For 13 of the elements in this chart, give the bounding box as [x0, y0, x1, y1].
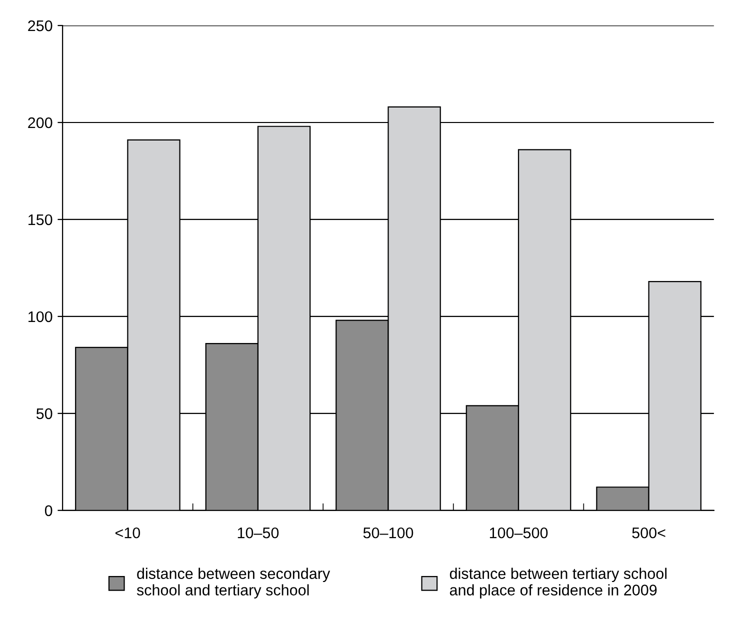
x-tick-label: 100–500 — [490, 527, 548, 538]
y-tick-label: 150 — [28, 214, 52, 226]
y-tick-label: 100 — [28, 311, 52, 322]
legend-label: distance between secondary school and tertiary school — [136, 568, 330, 598]
x-tick-label: 500< — [632, 527, 666, 538]
x-tick-label: 10–50 — [238, 527, 279, 538]
x-tick-label: <10 — [115, 527, 140, 538]
x-tick-label: 50–100 — [363, 527, 414, 538]
y-tick-label: 200 — [28, 117, 52, 128]
y-tick-label: 50 — [36, 408, 52, 420]
y-tick-label: 0 — [44, 505, 52, 516]
legend-label: distance between tertiary school and place of residence in 2009 — [450, 568, 666, 598]
y-tick-label: 250 — [28, 20, 52, 32]
